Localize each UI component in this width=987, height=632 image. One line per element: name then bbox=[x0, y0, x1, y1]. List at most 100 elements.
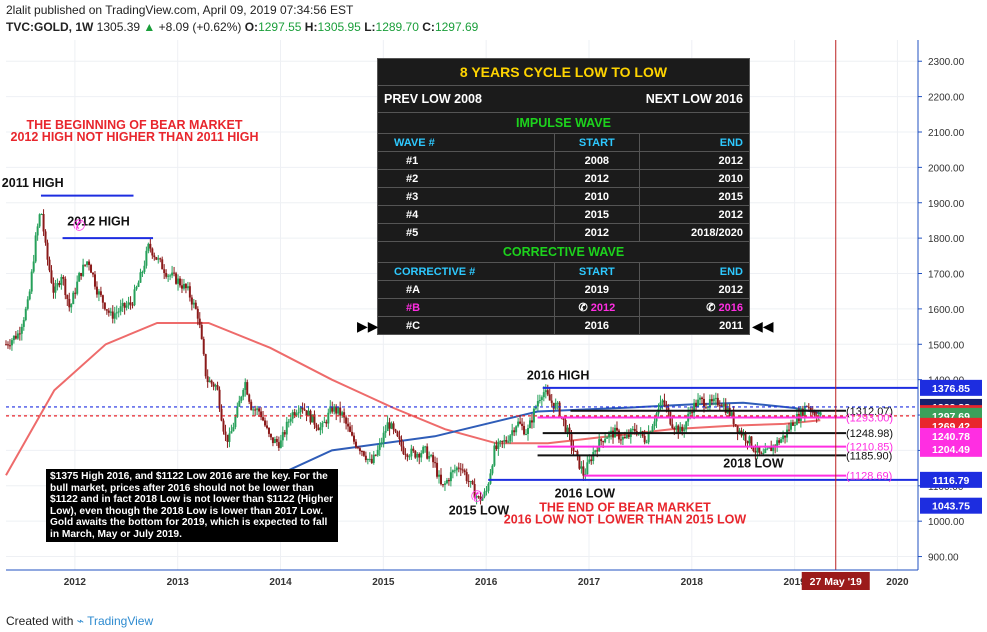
candle-body bbox=[297, 412, 300, 414]
candle-body bbox=[333, 406, 336, 412]
candle-body bbox=[273, 439, 276, 444]
impulse-wave-3: #3 bbox=[376, 187, 556, 206]
candle-body bbox=[190, 297, 193, 305]
candle-body bbox=[633, 428, 636, 432]
candle-body bbox=[736, 425, 739, 434]
candle-body bbox=[151, 248, 154, 256]
candle-body bbox=[441, 484, 444, 486]
candle-body bbox=[163, 269, 166, 274]
candle-body bbox=[495, 445, 498, 449]
candle-body bbox=[414, 450, 417, 458]
impulse-title: IMPULSE WAVE bbox=[377, 112, 750, 134]
candle-body bbox=[167, 275, 170, 277]
candle-body bbox=[232, 427, 235, 432]
left-arrows-icon: ▶▶ bbox=[357, 318, 379, 334]
cycle-table: 8 YEARS CYCLE LOW TO LOW PREV LOW 2008 N… bbox=[376, 58, 751, 335]
candle-body bbox=[760, 452, 763, 454]
candle-body bbox=[80, 272, 83, 277]
impulse-end-1: 2012 bbox=[638, 151, 751, 170]
candle-body bbox=[485, 490, 488, 492]
footer: Created with ⌁ TradingView bbox=[6, 614, 153, 628]
candle-body bbox=[436, 462, 439, 477]
candle-body bbox=[627, 434, 630, 438]
candle-body bbox=[143, 265, 146, 272]
candle-body bbox=[509, 435, 512, 442]
y-tick-label: 1800.00 bbox=[928, 234, 965, 245]
candle-body bbox=[598, 439, 601, 452]
candle-body bbox=[109, 311, 112, 313]
candle-body bbox=[699, 397, 702, 400]
prev-next-row: PREV LOW 2008 NEXT LOW 2016 bbox=[377, 85, 750, 113]
candle-body bbox=[103, 302, 106, 310]
candle-body bbox=[469, 481, 472, 483]
candle-body bbox=[335, 406, 338, 414]
candle-body bbox=[424, 446, 427, 448]
x-tick-label: 2016 bbox=[475, 577, 498, 588]
candle-body bbox=[157, 258, 160, 260]
label-1248: (1248.98) bbox=[846, 428, 893, 440]
candle-body bbox=[386, 422, 389, 432]
phone-icon: ✆ bbox=[578, 302, 588, 314]
chart-axes: 900.001000.001100.001200.001300.001400.0… bbox=[6, 40, 982, 590]
candle-body bbox=[380, 442, 383, 444]
candle-body bbox=[704, 407, 707, 409]
tradingview-brand: TradingView bbox=[87, 614, 154, 628]
tag-1240: 1240.78 bbox=[932, 431, 970, 443]
candle-body bbox=[153, 255, 156, 258]
candle-body bbox=[295, 413, 298, 416]
candle-body bbox=[54, 286, 57, 293]
x-tick-label: 2019 bbox=[783, 577, 806, 588]
candle-body bbox=[426, 446, 429, 459]
candle-body bbox=[702, 398, 705, 408]
candle-body bbox=[10, 340, 13, 346]
candle-body bbox=[394, 429, 397, 432]
candle-body bbox=[313, 414, 316, 425]
candle-body bbox=[28, 291, 31, 300]
candle-body bbox=[457, 467, 460, 469]
candle-body bbox=[220, 408, 223, 421]
corrective-end-a: 2012 bbox=[638, 280, 751, 299]
candle-body bbox=[64, 278, 67, 296]
candle-body bbox=[493, 445, 496, 466]
candle-body bbox=[542, 392, 545, 398]
candle-body bbox=[738, 430, 741, 434]
y-tick-label: 1900.00 bbox=[928, 199, 965, 210]
candle-body bbox=[706, 406, 709, 408]
candle-body bbox=[86, 261, 89, 265]
candle-body bbox=[234, 416, 237, 428]
bear-start-line1: THE BEGINNING OF BEAR MARKET bbox=[27, 118, 243, 132]
candle-body bbox=[540, 397, 543, 400]
x-tick-label: 2013 bbox=[167, 577, 190, 588]
x-tick-label: 2020 bbox=[886, 577, 909, 588]
candle-body bbox=[447, 480, 450, 482]
candle-body bbox=[770, 447, 773, 452]
candle-body bbox=[291, 412, 294, 419]
corrective-wave-b: #B bbox=[376, 298, 556, 317]
candle-body bbox=[728, 407, 731, 416]
corrective-start-a: 2019 bbox=[554, 280, 640, 299]
candle-body bbox=[329, 406, 332, 413]
impulse-header-end: END bbox=[638, 133, 751, 152]
candle-body bbox=[513, 430, 516, 433]
candle-body bbox=[42, 214, 45, 232]
candle-body bbox=[604, 438, 607, 443]
candle-body bbox=[756, 447, 759, 453]
candle-body bbox=[645, 442, 648, 444]
label-2016-high: 2016 HIGH bbox=[527, 369, 590, 383]
candle-body bbox=[266, 425, 269, 428]
candle-body bbox=[691, 412, 694, 414]
candle-body bbox=[390, 423, 393, 429]
impulse-start-3: 2010 bbox=[554, 187, 640, 206]
y-tick-label: 2300.00 bbox=[928, 57, 965, 68]
candle-body bbox=[754, 450, 757, 453]
y-tick-label: 1600.00 bbox=[928, 305, 965, 316]
candle-body bbox=[701, 397, 704, 399]
candle-body bbox=[177, 278, 180, 284]
date-marker-bg bbox=[801, 572, 870, 590]
candle-body bbox=[594, 450, 597, 452]
candle-body bbox=[287, 421, 290, 423]
impulse-header-wave: WAVE # bbox=[376, 133, 556, 152]
candle-body bbox=[631, 428, 634, 430]
candle-body bbox=[619, 439, 622, 441]
candle-body bbox=[430, 455, 433, 457]
